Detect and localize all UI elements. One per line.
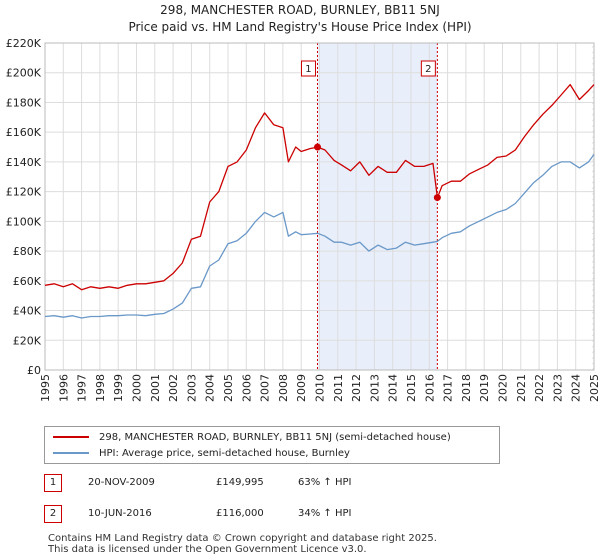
sale-row-1: 1 20-NOV-2009 £149,995 63% ↑ HPI xyxy=(44,474,564,492)
y-tick-label: £0 xyxy=(27,364,41,377)
sale-label-number: 1 xyxy=(305,64,311,75)
y-tick-label: £80K xyxy=(13,245,42,258)
footer: Contains HM Land Registry data © Crown c… xyxy=(48,533,437,555)
sale-point xyxy=(433,194,441,202)
title-line-2: Price paid vs. HM Land Registry's House … xyxy=(128,20,472,34)
x-tick-label: 1997 xyxy=(76,374,89,402)
x-tick-label: 2010 xyxy=(314,374,327,402)
sale-point xyxy=(313,143,321,151)
x-tick-label: 2009 xyxy=(295,374,308,402)
x-tick-label: 2025 xyxy=(588,374,600,402)
legend-label-property: 298, MANCHESTER ROAD, BURNLEY, BB11 5NJ … xyxy=(99,431,451,443)
y-tick-label: £60K xyxy=(13,275,42,288)
y-tick-label: £140K xyxy=(6,156,42,169)
x-tick-label: 2007 xyxy=(259,374,272,402)
x-tick-label: 2021 xyxy=(515,374,528,402)
y-tick-label: £20K xyxy=(13,334,42,347)
x-tick-label: 2012 xyxy=(350,374,363,402)
y-tick-label: £120K xyxy=(6,186,42,199)
y-tick-label: £200K xyxy=(6,67,42,80)
sale-number-badge: 2 xyxy=(44,505,62,523)
y-tick-label: £220K xyxy=(6,37,42,50)
x-tick-label: 2014 xyxy=(387,374,400,402)
x-tick-label: 2008 xyxy=(277,374,290,402)
chart-title: 298, MANCHESTER ROAD, BURNLEY, BB11 5NJ … xyxy=(0,2,600,36)
x-tick-label: 1999 xyxy=(112,374,125,402)
title-line-1: 298, MANCHESTER ROAD, BURNLEY, BB11 5NJ xyxy=(160,3,440,17)
x-tick-label: 1995 xyxy=(39,374,52,402)
footer-line-2: This data is licensed under the Open Gov… xyxy=(48,544,367,555)
sale-number-badge: 1 xyxy=(44,474,62,492)
legend-item-property: 298, MANCHESTER ROAD, BURNLEY, BB11 5NJ … xyxy=(53,429,451,445)
x-tick-label: 2022 xyxy=(533,374,546,402)
x-tick-label: 2003 xyxy=(185,374,198,402)
y-tick-label: £160K xyxy=(6,126,42,139)
sale-price: £149,995 xyxy=(216,477,264,488)
x-tick-label: 2019 xyxy=(478,374,491,402)
x-tick-label: 2001 xyxy=(149,374,162,402)
x-tick-label: 2005 xyxy=(222,374,235,402)
sale-label-box xyxy=(300,60,316,77)
x-tick-label: 1996 xyxy=(57,374,70,402)
price-chart: £0 £20K £40K £60K £80K £100K £120K £140K £160K £1… xyxy=(6,37,600,402)
sale-hpi-change: 63% ↑ HPI xyxy=(298,477,352,488)
x-tick-label: 2015 xyxy=(405,374,418,402)
x-tick-label: 2024 xyxy=(570,374,583,402)
x-tick-label: 2000 xyxy=(131,374,144,402)
sale-label-box xyxy=(420,60,436,77)
future-hatch xyxy=(592,43,594,370)
x-tick-label: 2020 xyxy=(497,374,510,402)
legend-swatch-property xyxy=(53,436,89,438)
sale-hpi-change: 34% ↑ HPI xyxy=(298,508,352,519)
legend: 298, MANCHESTER ROAD, BURNLEY, BB11 5NJ … xyxy=(44,426,500,464)
sale-label-number: 2 xyxy=(425,64,431,75)
x-tick-label: 2004 xyxy=(204,374,217,402)
x-tick-label: 2011 xyxy=(332,374,345,402)
sale-row-2: 2 10-JUN-2016 £116,000 34% ↑ HPI xyxy=(44,505,564,523)
x-tick-label: 2013 xyxy=(368,374,381,402)
y-tick-label: £40K xyxy=(13,305,42,318)
x-tick-label: 2017 xyxy=(442,374,455,402)
ownership-shade xyxy=(317,43,438,370)
y-tick-label: £180K xyxy=(6,96,42,109)
x-tick-label: 2016 xyxy=(423,374,436,402)
plot-frame xyxy=(44,42,595,371)
y-tick-label: £100K xyxy=(6,215,42,228)
x-tick-label: 2023 xyxy=(551,374,564,402)
sale-date: 20-NOV-2009 xyxy=(88,477,155,488)
x-tick-label: 1998 xyxy=(94,374,107,402)
hpi-line xyxy=(44,154,595,319)
legend-label-hpi: HPI: Average price, semi-detached house,… xyxy=(99,447,350,459)
legend-swatch-hpi xyxy=(53,452,89,454)
x-tick-label: 2018 xyxy=(460,374,473,402)
property-price-line xyxy=(44,83,595,291)
sale-price: £116,000 xyxy=(216,508,264,519)
sale-date: 10-JUN-2016 xyxy=(88,508,152,519)
legend-item-hpi: HPI: Average price, semi-detached house,… xyxy=(53,445,350,461)
x-tick-label: 2006 xyxy=(240,374,253,402)
x-tick-label: 2002 xyxy=(167,374,180,402)
footer-line-1: Contains HM Land Registry data © Crown c… xyxy=(48,533,437,544)
